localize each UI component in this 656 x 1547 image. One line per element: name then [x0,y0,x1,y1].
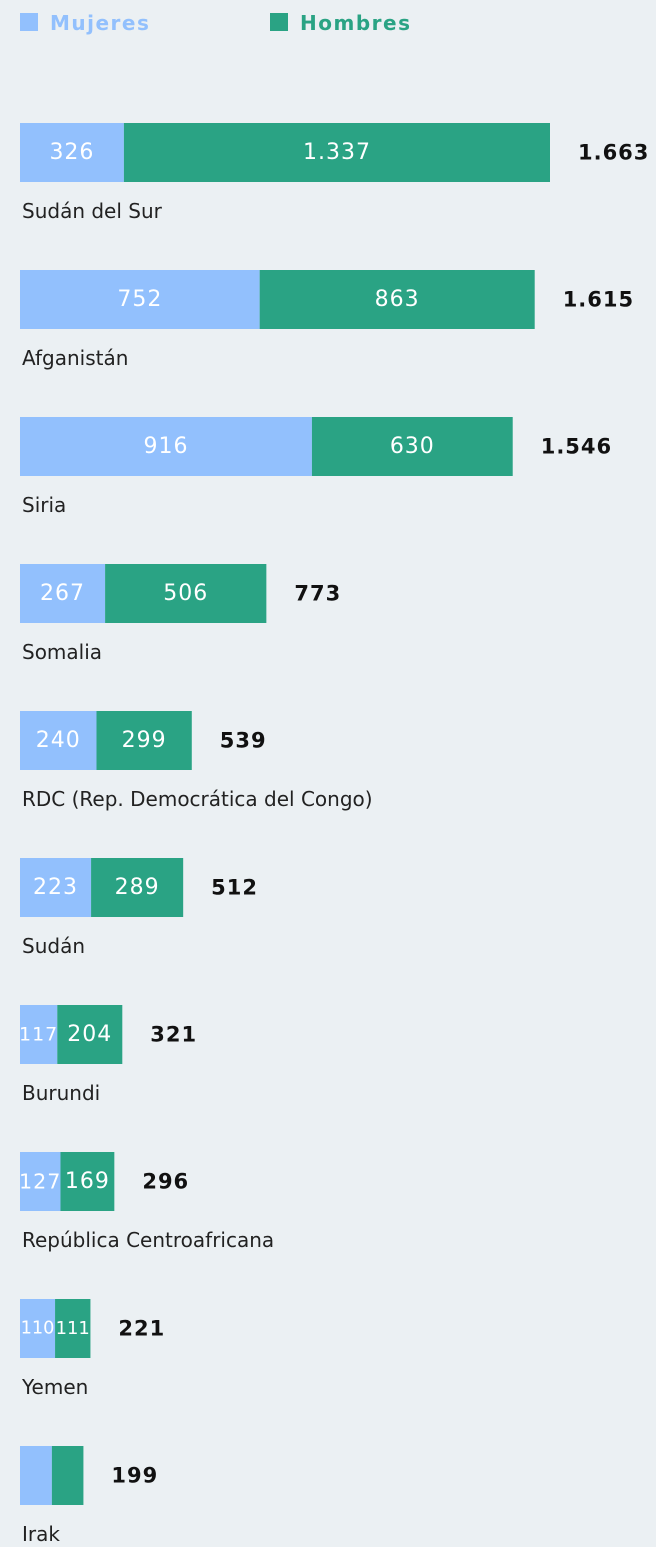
bar-segment [20,123,124,182]
segment-label: 506 [163,581,208,606]
bar-segment [20,1152,61,1211]
category-label: RDC (Rep. Democrática del Congo) [22,787,373,811]
bar-segment [96,711,192,770]
segment-label: 240 [36,728,81,753]
legend-label: Hombres [300,11,411,35]
bar-segment [105,564,267,623]
segment-label: 204 [67,1022,112,1047]
total-label: 221 [118,1317,165,1341]
bar-segment [60,1152,115,1211]
bar-segment [55,1299,91,1358]
total-label: 1.615 [563,288,634,312]
bar-segment [20,711,97,770]
segment-label: 326 [49,140,94,165]
total-label: 512 [211,876,258,900]
bar-segment [20,1299,56,1358]
bar-segment [20,564,106,623]
total-label: 1.663 [578,141,649,165]
category-label: Sudán del Sur [22,199,163,223]
bar-segment [51,1446,84,1505]
segment-label: 117 [19,1024,58,1046]
bar-segment [20,270,260,329]
segment-label: 863 [375,287,420,312]
bar-segment [20,1446,52,1505]
legend-label: Mujeres [50,11,150,35]
category-label: Somalia [22,640,102,664]
total-label: 321 [150,1023,197,1047]
segment-label: 223 [33,875,78,900]
segment-label: 1.337 [303,140,371,165]
segment-label: 299 [122,728,167,753]
bar-segment [20,858,92,917]
bar-segment [20,1005,58,1064]
segment-label: 169 [65,1169,110,1194]
segment-label: 111 [56,1318,90,1339]
category-label: Sudán [22,934,85,958]
bar-segment [311,417,513,476]
category-label: República Centroafricana [22,1228,274,1252]
total-label: 539 [220,729,267,753]
total-label: 1.546 [541,435,612,459]
segment-label: 110 [21,1319,55,1339]
total-label: 773 [294,582,341,606]
category-label: Burundi [22,1081,100,1105]
legend-swatch [270,13,288,31]
total-label: 199 [111,1464,158,1488]
segment-label: 289 [115,875,160,900]
category-label: Afganistán [22,346,128,370]
category-label: Irak [22,1522,60,1546]
category-label: Siria [22,493,66,517]
bar-segment [259,270,535,329]
category-label: Yemen [21,1375,88,1399]
bar-segment [57,1005,123,1064]
bar-segment [123,123,550,182]
bar-segment [91,858,184,917]
segment-label: 267 [40,581,85,606]
segment-label: 630 [390,434,435,459]
segment-label: 752 [117,287,162,312]
segment-label: 916 [143,434,188,459]
segment-label: 127 [19,1170,61,1194]
bar-segment [20,417,312,476]
legend-swatch [20,13,38,31]
total-label: 296 [142,1170,189,1194]
